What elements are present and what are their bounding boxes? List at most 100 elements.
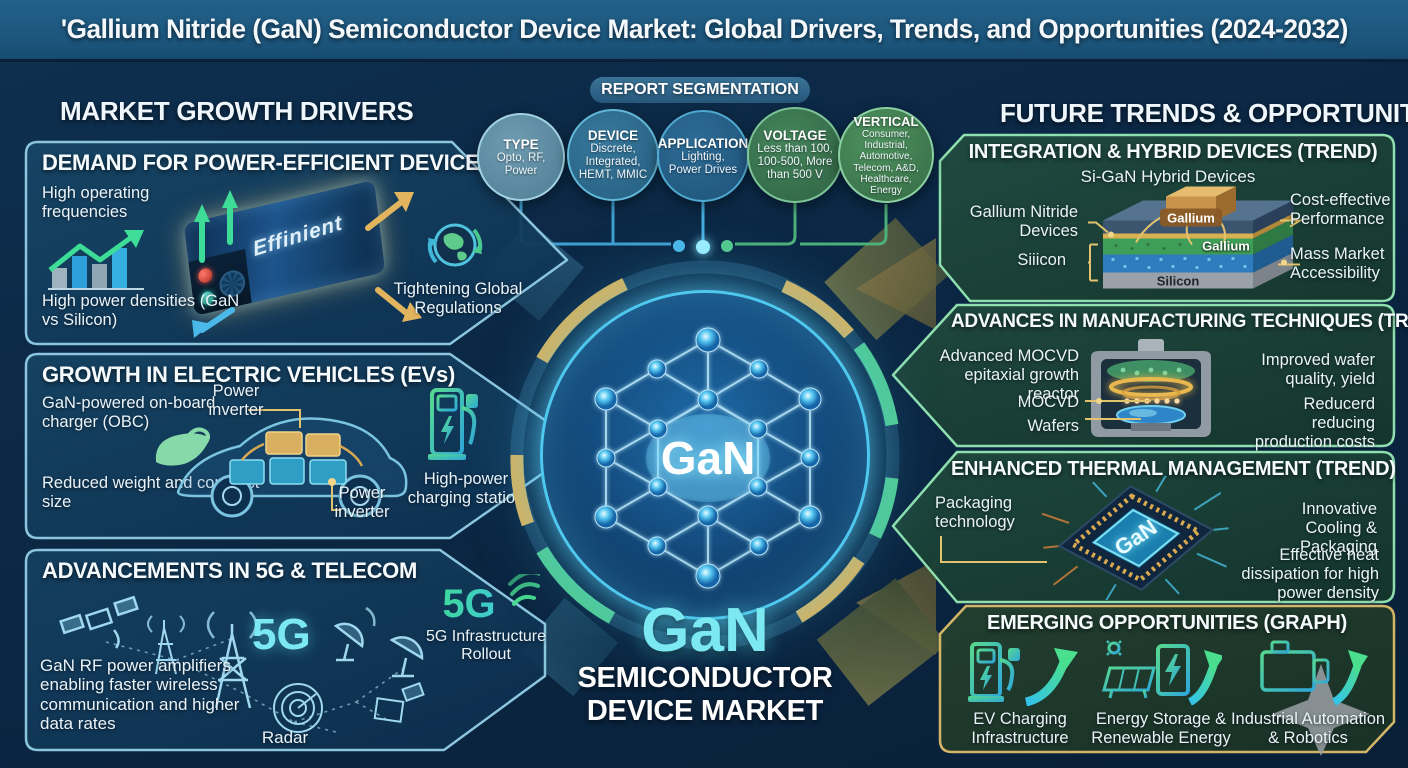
left-section-header: MARKET GROWTH DRIVERS	[60, 96, 414, 126]
label-production-costs: Reducerd reducing production costs	[1254, 395, 1375, 451]
segment-circle-application: APPLICATION Lighting, Power Drives	[657, 110, 749, 202]
label-mocvd-reactor: Advanced MOCVD epitaxial growth reactor	[939, 347, 1079, 403]
center-title-device-market: DEVICE MARKET	[586, 695, 824, 728]
segment-type-label: TYPE	[503, 136, 539, 152]
label-power-inverter-bottom: Power inverter	[334, 484, 390, 521]
segment-device-items: Discrete, Integrated, HEMT, MMIC	[578, 143, 648, 181]
ev-car-icon	[176, 417, 408, 518]
panel-5g-telecom: ADVANCEMENTS IN 5G & TELECOM	[22, 548, 549, 754]
report-segmentation-pill: REPORT SEGMENTATION	[590, 77, 810, 103]
boxR2-title: ADVANCES IN MANUFACTURING TECHNIQUES (TR…	[951, 311, 1408, 332]
title-bar: 'Gallium Nitride (GaN) Semiconductor Dev…	[0, 0, 1408, 62]
satellite-icon	[59, 595, 139, 649]
report-segmentation-label: REPORT SEGMENTATION	[601, 81, 799, 98]
mocvd-reactor-icon	[1085, 339, 1211, 437]
segment-vertical-label: VERTICAL	[853, 113, 919, 129]
energy-storage-opportunity-icon	[1102, 638, 1222, 706]
label-power-inverter-top: Power inverter	[208, 382, 264, 419]
panel-power-efficient-devices: DEMAND FOR POWER-EFFICIENT DEVICES High …	[22, 140, 570, 348]
gan-lattice-icon: GaN	[594, 327, 822, 589]
boxR1-title: INTEGRATION & HYBRID DEVICES (TREND)	[968, 141, 1378, 163]
center-title-gan: GaN	[641, 596, 769, 665]
gan-molecule-circle: GaN	[540, 290, 870, 620]
label-5g-big: 5G	[252, 610, 311, 659]
segment-vertical-items: Consumer, Industrial, Automotive, Teleco…	[853, 128, 919, 196]
boxR1-subtitle: Si-GaN Hybrid Devices	[1080, 167, 1256, 186]
label-energy-storage: Energy Storage & Renewable Energy	[1091, 710, 1231, 747]
inverter-callout-lines	[248, 409, 340, 511]
page-title: 'Gallium Nitride (GaN) Semiconductor Dev…	[60, 14, 1348, 44]
label-high-power-charging: High-power charging station	[407, 470, 525, 507]
ground-station-icon	[373, 682, 425, 723]
label-industrial-automation: Industrial Automation & Robotics	[1230, 710, 1386, 747]
stack-silicon-base-label: Silicon	[1157, 274, 1200, 289]
label-ev-charging-infra: EV Charging Infrastructure	[971, 710, 1069, 747]
label-innovative-cooling: Innovative Cooling & Packaging	[1299, 500, 1377, 556]
center-title-block: GaN SEMICONDUCTOR DEVICE MARKET	[545, 600, 865, 729]
antenna-tower-large-icon	[206, 611, 258, 709]
segment-circle-type: TYPE Opto, RF, Power	[477, 113, 565, 201]
box3-title: ADVANCEMENTS IN 5G & TELECOM	[42, 558, 417, 583]
panel-shape	[24, 548, 547, 752]
molecule-gan-label: GaN	[661, 432, 756, 484]
panel-emerging-opportunities: EMERGING OPPORTUNITIES (GRAPH)	[936, 604, 1398, 756]
label-reduced-weight: Reduced weight and compact size	[42, 474, 260, 511]
label-silicon-left: Siiicon	[1017, 251, 1066, 269]
right-section-header: FUTURE TRENDS & OPPORTUNITIES	[1000, 98, 1408, 128]
label-5g-rollout: 5G Infrastructure Rollout	[425, 628, 547, 664]
label-radar: Radar	[261, 728, 309, 747]
segment-application-label: APPLICATION	[657, 135, 749, 151]
label-high-operating-frequencies: High operating frequencies	[42, 184, 150, 221]
panel-thermal-management: ENHANCED THERMAL MANAGEMENT (TREND) Pack…	[891, 450, 1398, 604]
core-ring-segments	[510, 260, 900, 650]
segment-circle-device: DEVICE Discrete, Integrated, HEMT, MMIC	[567, 109, 659, 201]
ev-charger-icon	[428, 388, 478, 460]
globe-recycle-icon	[427, 223, 483, 267]
segment-application-items: Lighting, Power Drives	[668, 150, 738, 176]
panel-shape	[24, 352, 584, 540]
stack-gallium-block-label: Gallium	[1167, 211, 1215, 226]
box1-title: DEMAND FOR POWER-EFFICIENT DEVICES	[42, 150, 494, 175]
antenna-tower-icon	[147, 615, 185, 675]
ev-charging-opportunity-icon	[968, 642, 1078, 706]
segment-voltage-label: VOLTAGE	[763, 128, 827, 144]
label-obc: GaN-powered on-board charger (OBC)	[42, 394, 216, 431]
label-gan-devices: Gallium Nitride Devices	[969, 203, 1078, 240]
label-tightening-regulations: Tightening Global Regulations	[393, 280, 523, 317]
connector-dot-cyan	[696, 240, 710, 254]
radar-icon	[273, 683, 323, 733]
box2-title: GROWTH IN ELECTRIC VEHICLES (EVs)	[42, 362, 456, 387]
sparkle-icon	[1272, 664, 1370, 756]
label-5g-small: 5G	[430, 582, 508, 627]
5g-network-icon	[59, 595, 425, 733]
segment-circle-voltage: VOLTAGE Less than 100, 100-500, More tha…	[747, 107, 843, 203]
label-mass-market: Mass Market Accessibility	[1290, 245, 1385, 282]
direction-arrows-icon	[192, 190, 422, 338]
connector-dot-blue	[673, 240, 685, 252]
center-title-semiconductor: SEMICONDUCTOR	[577, 662, 833, 694]
panel-manufacturing: ADVANCES IN MANUFACTURING TECHNIQUES (TR…	[891, 303, 1408, 451]
connector-dot-green	[721, 240, 733, 252]
segment-circle-vertical: VERTICAL Consumer, Industrial, Automotiv…	[838, 107, 934, 203]
label-wafers: Wafers	[1027, 417, 1079, 435]
label-mocvd: MOCVD	[1017, 393, 1079, 411]
boxR3-title: ENHANCED THERMAL MANAGEMENT (TREND)	[951, 458, 1396, 480]
panel-integration-hybrid: INTEGRATION & HYBRID DEVICES (TREND) Si-…	[938, 133, 1398, 303]
stack-gallium-layer-label: Gallium	[1202, 239, 1250, 254]
label-high-power-densities: High power densities (GaN vs Silicon)	[42, 292, 240, 329]
5g-wifi-arcs-icon	[508, 574, 540, 606]
panel-electric-vehicles: GROWTH IN ELECTRIC VEHICLES (EVs) GaN-po…	[22, 352, 587, 542]
boxR4-title: EMERGING OPPORTUNITIES (GRAPH)	[987, 612, 1347, 634]
growth-chart-icon	[48, 230, 144, 290]
industrial-motor-opportunity-icon	[1258, 640, 1368, 706]
label-cost-effective: Cost-effective Performance	[1290, 191, 1391, 228]
label-packaging-technology: Packaging technology	[935, 494, 1015, 531]
satellite-dish-icon	[333, 606, 376, 662]
si-gan-stack-icon: Gallium Gallium Silicon	[1088, 186, 1303, 289]
satellite-dish2-icon	[389, 636, 424, 678]
segment-type-items: Opto, RF, Power	[496, 151, 546, 177]
label-wafer-quality: Improved wafer quality, yield	[1261, 351, 1375, 388]
gan-chip-icon: GaN	[1041, 476, 1229, 600]
leaf-icon	[155, 427, 210, 466]
